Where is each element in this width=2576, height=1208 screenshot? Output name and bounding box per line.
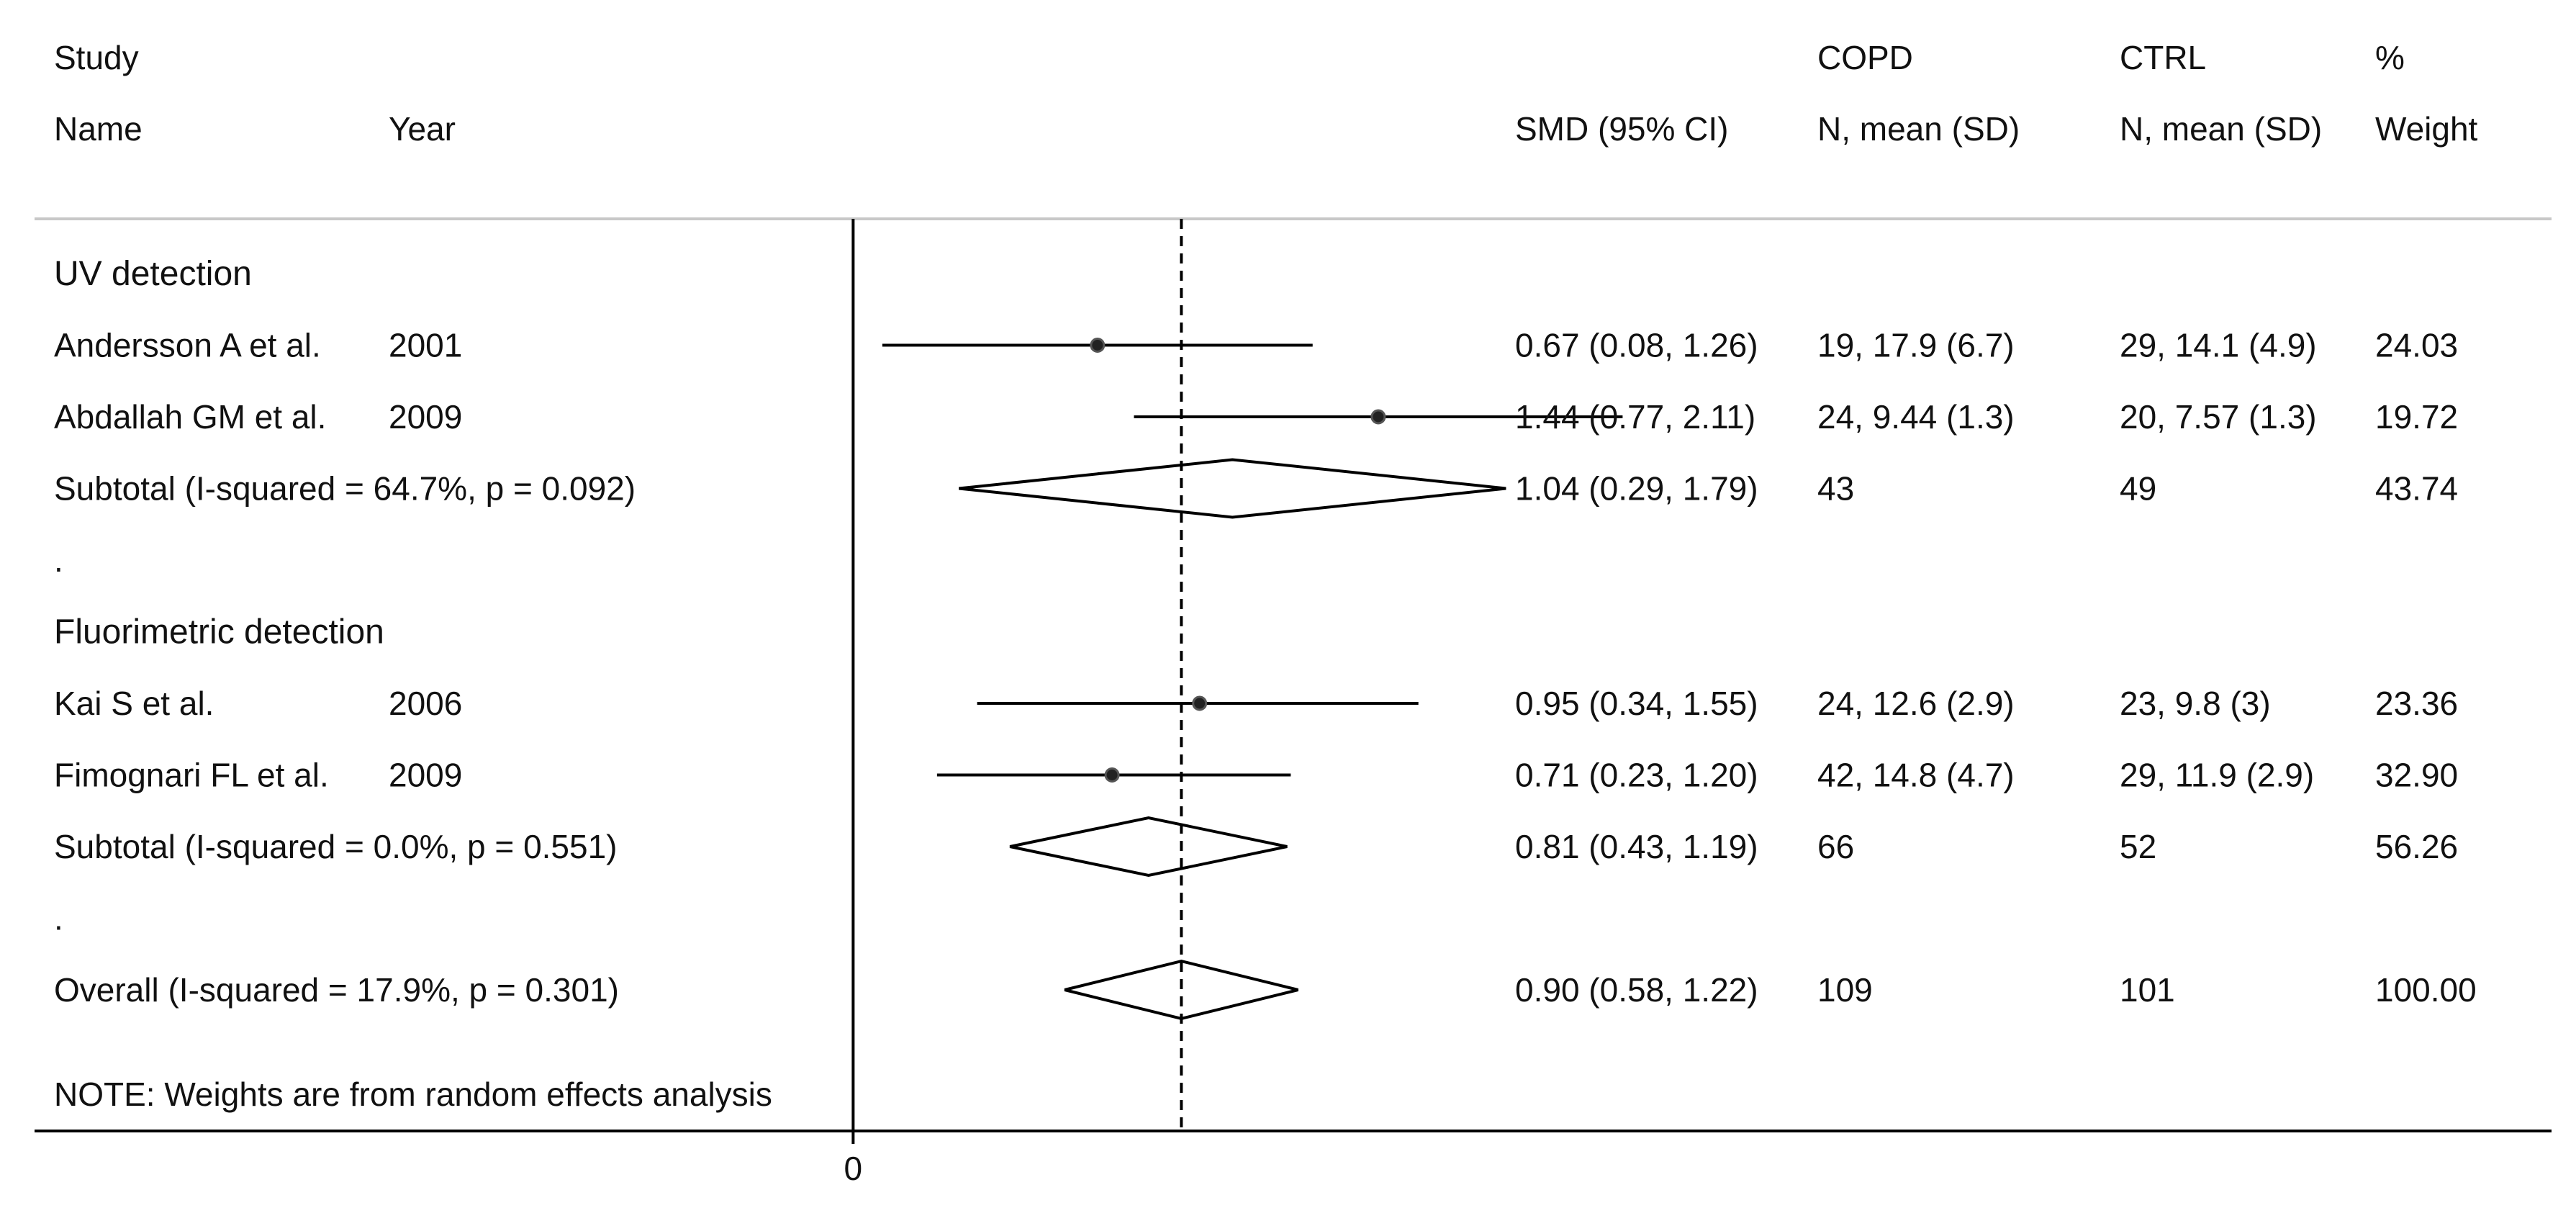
- study-year: 2009: [389, 398, 462, 436]
- point-estimate: [1090, 338, 1106, 353]
- ctrl-value: 20, 7.57 (1.3): [2120, 398, 2317, 436]
- copd-value: 66: [1817, 828, 1854, 865]
- header-ctrl: CTRL: [2120, 39, 2206, 76]
- weight-value: 100.00: [2375, 971, 2477, 1009]
- ci-text: 1.04 (0.29, 1.79): [1515, 470, 1758, 508]
- copd-value: 24, 12.6 (2.9): [1817, 685, 2015, 722]
- study-year: 2001: [389, 327, 462, 364]
- footnote: NOTE: Weights are from random effects an…: [54, 1076, 772, 1113]
- ci-text: 0.81 (0.43, 1.19): [1515, 828, 1758, 865]
- ci-text: 1.44 (0.77, 2.11): [1515, 398, 1755, 436]
- copd-value: 24, 9.44 (1.3): [1817, 398, 2015, 436]
- subtotal-label: Subtotal (I-squared = 64.7%, p = 0.092): [54, 470, 636, 508]
- header-copd: COPD: [1817, 39, 1913, 76]
- group-label: UV detection: [54, 255, 252, 293]
- copd-value: 109: [1817, 971, 1873, 1009]
- header-weight: Weight: [2375, 110, 2478, 148]
- overall-label: Overall (I-squared = 17.9%, p = 0.301): [54, 971, 619, 1009]
- ctrl-value: 52: [2120, 828, 2156, 865]
- header-weight-pct: %: [2375, 39, 2405, 76]
- ci-text: 0.90 (0.58, 1.22): [1515, 971, 1758, 1009]
- point-estimate: [1370, 409, 1386, 425]
- overall-diamond: [1064, 959, 1298, 1021]
- ctrl-value: 29, 11.9 (2.9): [2120, 757, 2314, 794]
- ctrl-value: 101: [2120, 971, 2175, 1009]
- spacer-dot: .: [54, 541, 63, 579]
- column-headers: Study Name Year SMD (95% CI) COPD N, mea…: [54, 39, 2478, 148]
- weight-value: 32.90: [2375, 757, 2458, 794]
- point-estimate: [1104, 767, 1120, 783]
- study-name: Abdallah GM et al.: [54, 398, 326, 436]
- copd-value: 42, 14.8 (4.7): [1817, 757, 2015, 794]
- x-axis-ticks: 0: [844, 1150, 863, 1187]
- forest-rows: UV detection Andersson A et al. 2001 0.67 (…: [54, 255, 2477, 1009]
- copd-value: 19, 17.9 (6.7): [1817, 327, 2015, 364]
- ci-text: 0.95 (0.34, 1.55): [1515, 685, 1758, 722]
- study-year: 2009: [389, 757, 462, 794]
- ci-text: 0.67 (0.08, 1.26): [1515, 327, 1758, 364]
- weight-value: 23.36: [2375, 685, 2458, 722]
- study-name: Fimognari FL et al.: [54, 757, 329, 794]
- header-smd: SMD (95% CI): [1515, 110, 1728, 148]
- study-name: Kai S et al.: [54, 685, 214, 722]
- study-name: Andersson A et al.: [54, 327, 321, 364]
- subtotal-label: Subtotal (I-squared = 0.0%, p = 0.551): [54, 828, 618, 865]
- weight-value: 56.26: [2375, 828, 2458, 865]
- ci-text: 0.71 (0.23, 1.20): [1515, 757, 1758, 794]
- weight-value: 19.72: [2375, 398, 2458, 436]
- subtotal-diamond: [959, 458, 1506, 519]
- ctrl-value: 49: [2120, 470, 2156, 508]
- x-tick-label: 0: [844, 1150, 863, 1187]
- spacer-dot: .: [54, 900, 63, 937]
- study-year: 2006: [389, 685, 462, 722]
- group-label: Fluorimetric detection: [54, 613, 384, 652]
- forest-marks: [851, 219, 1623, 1144]
- header-name: Name: [54, 110, 143, 148]
- header-study: Study: [54, 39, 139, 76]
- ctrl-value: 29, 14.1 (4.9): [2120, 327, 2317, 364]
- subtotal-diamond: [1009, 816, 1288, 878]
- point-estimate: [1192, 695, 1208, 711]
- ctrl-value: 23, 9.8 (3): [2120, 685, 2271, 722]
- header-ctrl-sub: N, mean (SD): [2120, 110, 2322, 148]
- copd-value: 43: [1817, 470, 1854, 508]
- header-year: Year: [389, 110, 456, 148]
- weight-value: 24.03: [2375, 327, 2458, 364]
- weight-value: 43.74: [2375, 470, 2458, 508]
- header-copd-sub: N, mean (SD): [1817, 110, 2020, 148]
